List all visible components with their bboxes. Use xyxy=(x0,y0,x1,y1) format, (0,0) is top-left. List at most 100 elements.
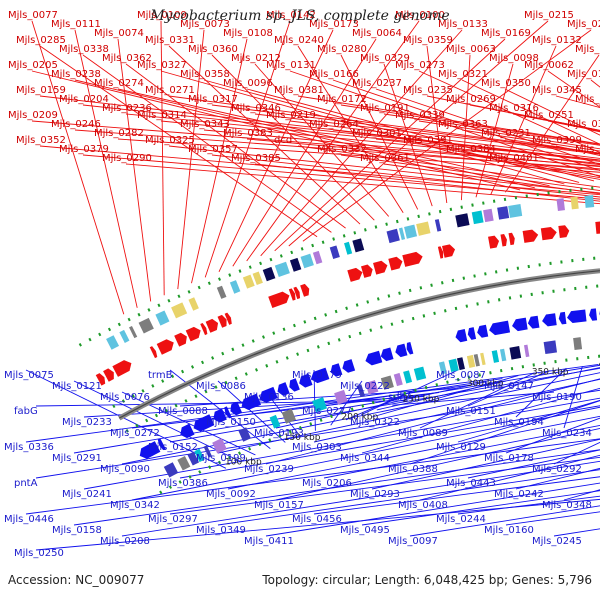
cog-segment-outer xyxy=(300,253,314,269)
cog-segment-outer xyxy=(584,195,595,208)
reverse-gene-arrow xyxy=(330,363,343,377)
reverse-gene-label: Mjls_0250 xyxy=(14,548,64,559)
reverse-gene-label: Mjls_0178 xyxy=(484,453,534,464)
cog-segment-inner xyxy=(163,462,179,478)
cog-segment-inner xyxy=(380,375,394,390)
reverse-gene-label: Mjls_0322 xyxy=(350,417,400,428)
forward-label-connector xyxy=(246,88,595,182)
reverse-gene-label: Mjls_0272 xyxy=(110,428,160,439)
forward-gene-arrow xyxy=(268,291,290,309)
forward-gene-label: Mjls_0343 xyxy=(180,119,230,130)
reverse-label-connector xyxy=(323,378,503,407)
reverse-gene-label: Mjls_0411 xyxy=(244,536,294,547)
reverse-gene-label: Mjls_0160 xyxy=(484,525,534,536)
forward-gene-label: Mjls_0362 xyxy=(102,53,152,64)
reverse-gene-arrow xyxy=(489,320,511,336)
forward-gene-label: Mjls_0331 xyxy=(145,35,195,46)
forward-label-connector xyxy=(332,129,600,162)
forward-label-connector xyxy=(125,113,600,161)
reverse-gene-arrow xyxy=(259,386,278,403)
reverse-gene-arrow xyxy=(224,406,232,419)
reverse-gene-label: Mjls_0348 xyxy=(542,500,592,511)
forward-label-connector xyxy=(203,79,580,183)
reverse-label-connector xyxy=(25,369,227,469)
reverse-label-connector xyxy=(313,476,600,515)
forward-gene-label: Mjls_0290 xyxy=(102,153,152,164)
reverse-gene-label: Mjls_0136 xyxy=(244,392,294,403)
forward-gene-label: Mjls_0361 xyxy=(360,153,410,164)
forward-label-connector xyxy=(74,29,138,308)
forward-gene-arrow xyxy=(558,225,570,238)
forward-label-connector xyxy=(504,88,600,136)
forward-label-connector xyxy=(211,104,600,154)
reverse-label-connector xyxy=(419,454,600,501)
reverse-gene-arrow xyxy=(558,311,567,325)
cog-segment-inner xyxy=(356,384,365,398)
reverse-gene-label: Mjls_0342 xyxy=(110,500,160,511)
reverse-gene-label: Mjls_0088 xyxy=(158,406,208,417)
cog-segment-outer xyxy=(289,257,302,272)
reverse-label-connector xyxy=(323,424,600,479)
forward-gene-label: Mjls_0363 xyxy=(438,119,488,130)
kbp-tick-label: 250 kbp xyxy=(403,394,440,404)
forward-gene-label: Mjls_0111 xyxy=(51,19,101,30)
reverse-gene-label: Mjls_0199 xyxy=(196,453,246,464)
reverse-gene-label: Mjls_0158 xyxy=(52,525,102,536)
reverse-gene-label: Mjls_0241 xyxy=(62,489,112,500)
cog-segment-inner xyxy=(393,372,403,387)
forward-gene-arrow xyxy=(205,318,219,333)
cog-segment-inner xyxy=(365,380,379,395)
forward-label-connector xyxy=(375,138,600,166)
forward-gene-arrow xyxy=(224,312,232,325)
forward-gene-label: Mjls_0063 xyxy=(446,44,496,55)
forward-label-connector xyxy=(191,38,248,284)
cog-segment-inner xyxy=(312,397,328,413)
reverse-gene-label: Mjls_0244 xyxy=(436,514,486,525)
reverse-gene-arrow xyxy=(289,378,300,392)
reverse-gene-label: Mjls_0086 xyxy=(196,381,246,392)
label-connector-lines xyxy=(25,20,600,551)
cog-segment-inner xyxy=(187,451,200,466)
forward-gene-label: Mjls_0280 xyxy=(317,44,367,55)
reverse-gene-label: Mjls_0076 xyxy=(100,392,150,403)
forward-gene-label: Mjls_0379 xyxy=(59,144,109,155)
forward-gene-label: Mjls_0133 xyxy=(438,19,488,30)
reverse-gene-label: Mjls_0408 xyxy=(398,500,448,511)
reverse-gene-arrow xyxy=(542,313,557,327)
reverse-gene-arrow xyxy=(230,401,243,416)
reverse-gene-arrow xyxy=(365,350,383,366)
reverse-gene-arrow xyxy=(139,441,161,459)
reverse-gene-arrow xyxy=(241,393,262,411)
cog-segment-outer xyxy=(398,227,406,240)
cog-segment-inner xyxy=(269,414,281,429)
reverse-label-connector xyxy=(313,378,600,443)
reverse-label-connector xyxy=(169,367,600,443)
forward-gene-label: Mjls_0314 xyxy=(137,110,187,121)
forward-label-connector xyxy=(505,54,600,193)
forward-gene-label: Mjls_0108 xyxy=(223,28,273,39)
reverse-gene-label: Mjls_0293 xyxy=(350,489,400,500)
cog-segment-outer xyxy=(252,271,263,286)
feature-rings xyxy=(78,185,600,495)
forward-label-connector xyxy=(340,154,600,191)
forward-gene-label: Mjls_0173 xyxy=(309,19,359,30)
reverse-label-connector xyxy=(83,397,600,490)
reverse-gene-label: Mjls_0495 xyxy=(340,525,390,536)
reverse-gene-label: Mjls_0446 xyxy=(4,514,54,525)
reverse-gene-arrow xyxy=(527,315,540,329)
forward-gene-label: Mjls_0274 xyxy=(94,78,144,89)
reverse-label-connector xyxy=(35,389,600,479)
forward-label-connector xyxy=(211,154,600,198)
reverse-gene-arrow xyxy=(395,343,408,358)
forward-label-connector xyxy=(274,38,506,252)
forward-gene-label: Mjls_0269 xyxy=(446,94,496,105)
forward-gene-arrow xyxy=(185,326,201,342)
forward-label-connector xyxy=(168,145,600,194)
cog-segment-inner xyxy=(334,389,348,405)
forward-gene-label: Mjls_0317 xyxy=(188,94,238,105)
accession-label: Accession: NC_009077 xyxy=(8,573,145,587)
reverse-gene-label: Mjls_0222 xyxy=(340,381,390,392)
forward-label-connector xyxy=(31,120,600,167)
forward-gene-arrow xyxy=(437,246,444,259)
reverse-gene-label: Mjls_0242 xyxy=(494,489,544,500)
